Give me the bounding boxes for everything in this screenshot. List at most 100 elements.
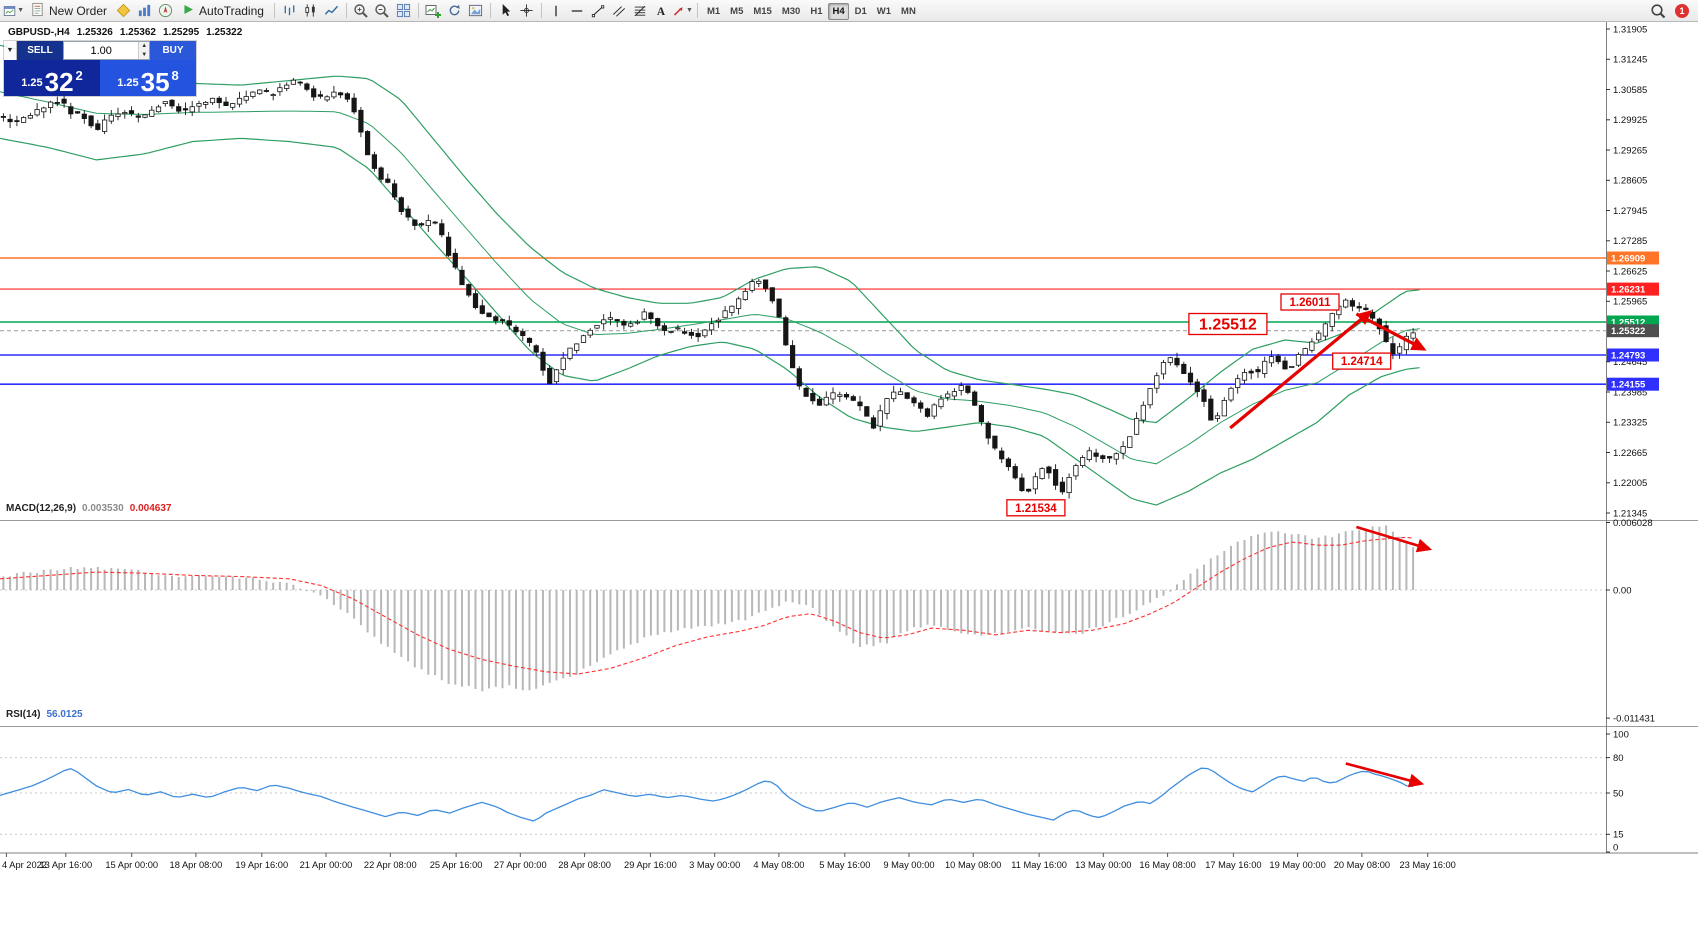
svg-text:4 May 08:00: 4 May 08:00	[753, 860, 804, 870]
trend-arrow[interactable]	[1229, 310, 1373, 430]
svg-text:22 Apr 08:00: 22 Apr 08:00	[364, 860, 417, 870]
volume-increase-button[interactable]: ▲	[139, 42, 149, 51]
volume-spinner: ▲ ▼	[138, 42, 149, 59]
metaeditor-icon[interactable]	[113, 1, 134, 20]
search-icon[interactable]	[1647, 1, 1668, 20]
timeframe-m5-button[interactable]: M5	[726, 3, 747, 20]
templates-icon[interactable]	[465, 1, 486, 20]
price-annotation[interactable]: 1.25512	[1188, 312, 1268, 336]
rsi-indicator-label: RSI(14) 56.0125	[6, 709, 83, 720]
navigator-icon[interactable]	[155, 1, 176, 20]
buy-price-display[interactable]: 1.25 35 8	[100, 60, 196, 96]
svg-text:1.25322: 1.25322	[1611, 326, 1645, 337]
svg-text:1.31905: 1.31905	[1613, 24, 1647, 35]
timeframe-mn-button[interactable]: MN	[897, 3, 920, 20]
rsi-line	[0, 767, 1414, 822]
crosshair-icon[interactable]	[516, 1, 537, 20]
svg-text:1.26011: 1.26011	[1290, 297, 1332, 309]
chevron-down-icon: ▼	[686, 7, 693, 14]
svg-text:4 Apr 2022: 4 Apr 2022	[2, 860, 47, 870]
market-watch-icon[interactable]	[134, 1, 155, 20]
buy-button[interactable]: BUY	[150, 41, 196, 60]
svg-text:1.24714: 1.24714	[1341, 356, 1383, 368]
macd-trend-arrow[interactable]	[1356, 525, 1433, 553]
sell-price-big: 32	[44, 67, 74, 97]
macd-indicator-label: MACD(12,26,9) 0.003530 0.004637	[6, 503, 171, 514]
svg-text:0.00: 0.00	[1613, 585, 1632, 596]
rsi-trend-arrow[interactable]	[1345, 762, 1425, 788]
toolbar-separator	[540, 3, 542, 18]
timeframe-m15-button[interactable]: M15	[749, 3, 775, 20]
zoom-in-icon[interactable]	[351, 1, 372, 20]
trendline-icon[interactable]	[588, 1, 609, 20]
trend-arrow[interactable]	[1355, 312, 1427, 351]
main-chart-panel[interactable]: 1.25512 1.26011 1.24714 1.21534	[0, 44, 1606, 517]
tile-windows-icon[interactable]	[393, 1, 414, 20]
macd-panel[interactable]: 0.006028 0.00 -0.011431	[0, 518, 1655, 725]
toolbar-separator	[345, 3, 347, 18]
toolbar-right-group: 1	[1647, 1, 1695, 20]
svg-text:100: 100	[1613, 729, 1629, 740]
equidistant-channel-icon[interactable]	[609, 1, 630, 20]
new-order-button[interactable]: New Order	[24, 1, 113, 20]
price-annotation[interactable]: 1.24714	[1332, 352, 1392, 370]
svg-text:19 Apr 16:00: 19 Apr 16:00	[235, 860, 288, 870]
sell-button[interactable]: SELL	[17, 41, 63, 60]
svg-text:1.23325: 1.23325	[1613, 418, 1647, 429]
toolbar-separator	[273, 3, 275, 18]
ohlc-low: 1.25295	[163, 27, 200, 38]
volume-decrease-button[interactable]: ▼	[139, 50, 149, 59]
svg-text:1.24645: 1.24645	[1613, 357, 1647, 368]
price-tag: 1.24793	[1607, 348, 1659, 362]
volume-field: ▲ ▼	[63, 41, 150, 60]
charts-dropdown-icon[interactable]: ▼	[3, 1, 24, 20]
timeframe-h1-button[interactable]: H1	[806, 3, 826, 20]
horizontal-line-icon[interactable]	[567, 1, 588, 20]
volume-input[interactable]	[64, 42, 139, 59]
fibonacci-icon[interactable]	[630, 1, 651, 20]
zoom-out-icon[interactable]	[372, 1, 393, 20]
price-tag: 1.24155	[1607, 377, 1659, 391]
autotrading-button[interactable]: AutoTrading	[176, 1, 270, 20]
ohlc-high: 1.25362	[119, 27, 156, 38]
candlestick-chart-icon[interactable]	[300, 1, 321, 20]
price-tag: 1.25322	[1607, 324, 1659, 338]
sell-price-display[interactable]: 1.25 32 2	[4, 60, 100, 96]
timeframe-h4-button[interactable]: H4	[828, 3, 849, 20]
timeframe-d1-button[interactable]: D1	[851, 3, 871, 20]
svg-text:21 Apr 00:00: 21 Apr 00:00	[300, 860, 353, 870]
svg-text:27 Apr 00:00: 27 Apr 00:00	[494, 860, 547, 870]
toolbar-separator	[489, 3, 491, 18]
svg-text:1.25512: 1.25512	[1199, 317, 1257, 334]
svg-text:1.26231: 1.26231	[1611, 285, 1646, 296]
new-chart-icon[interactable]	[423, 1, 444, 20]
timeframe-m1-button[interactable]: M1	[703, 3, 724, 20]
svg-text:15: 15	[1613, 830, 1624, 841]
price-annotation[interactable]: 1.21534	[1006, 499, 1066, 517]
svg-text:-0.011431: -0.011431	[1613, 713, 1655, 724]
timeframe-w1-button[interactable]: W1	[873, 3, 895, 20]
notification-badge[interactable]: 1	[1675, 3, 1689, 18]
svg-text:19 May 00:00: 19 May 00:00	[1269, 860, 1325, 870]
svg-text:1.21534: 1.21534	[1015, 503, 1057, 515]
rsi-panel[interactable]: 100 80 50 15 0	[0, 729, 1629, 854]
cursor-icon[interactable]	[495, 1, 516, 20]
bar-chart-icon[interactable]	[279, 1, 300, 20]
svg-text:1.24155: 1.24155	[1611, 380, 1646, 391]
line-chart-icon[interactable]	[321, 1, 342, 20]
vertical-line-icon[interactable]	[546, 1, 567, 20]
timeframe-m30-button[interactable]: M30	[778, 3, 804, 20]
price-axis[interactable]: 1.31905 1.31245 1.30585 1.29925 1.29265 1.286…	[1606, 24, 1659, 519]
period-cycle-icon[interactable]	[444, 1, 465, 20]
text-tool-icon[interactable]: A	[651, 1, 672, 20]
svg-text:1.25512: 1.25512	[1611, 318, 1645, 329]
one-click-collapse-button[interactable]: ▼	[4, 41, 17, 60]
chart-canvas[interactable]: 1.25512 1.26011 1.24714 1.21534 1.31905 1.312…	[0, 22, 1698, 946]
svg-text:1.22665: 1.22665	[1613, 448, 1647, 459]
arrows-tool-icon[interactable]: ▼	[672, 1, 693, 20]
buy-price-sup: 8	[171, 68, 179, 83]
svg-text:1.28605: 1.28605	[1613, 176, 1647, 187]
price-annotation[interactable]: 1.26011	[1280, 293, 1340, 311]
svg-text:10 May 08:00: 10 May 08:00	[945, 860, 1001, 870]
